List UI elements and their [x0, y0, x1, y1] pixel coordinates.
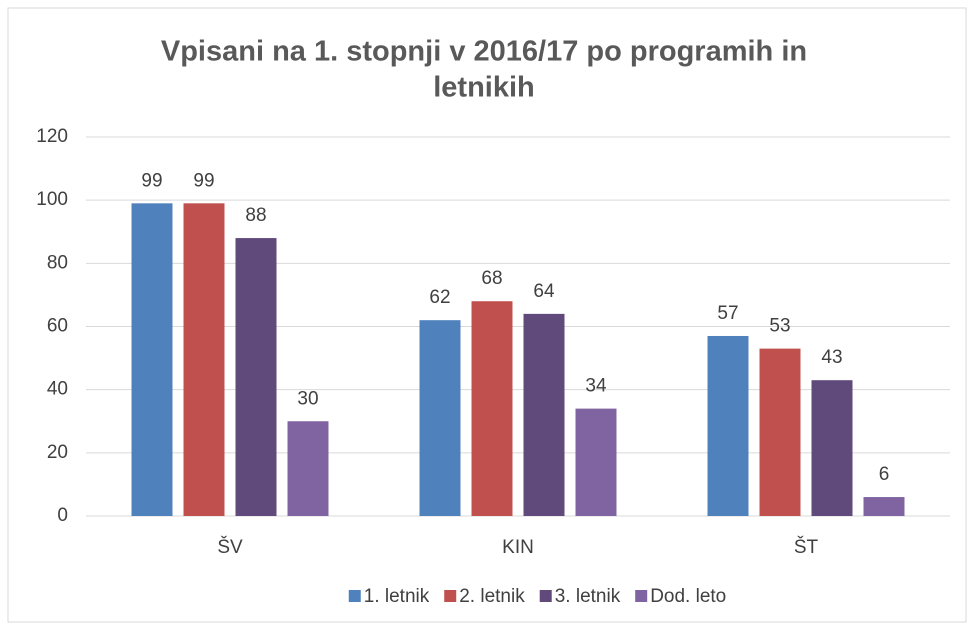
x-tick-label: ŠT: [794, 536, 819, 558]
y-tick-label: 0: [57, 505, 68, 526]
bar: [235, 238, 277, 517]
bar: [759, 348, 801, 516]
data-label: 34: [585, 376, 607, 397]
y-tick-label: 120: [36, 126, 68, 147]
data-label: 99: [141, 170, 162, 191]
data-label: 57: [717, 303, 738, 324]
bar: [419, 320, 461, 516]
legend-swatch: [348, 590, 361, 602]
legend-swatch: [539, 590, 552, 602]
y-tick-label: 40: [47, 379, 68, 400]
legend-swatch: [635, 590, 648, 602]
bar: [811, 380, 853, 516]
y-tick-label: 20: [47, 442, 68, 463]
legend-label: 1. letnik: [364, 586, 430, 607]
y-tick-label: 100: [36, 189, 68, 210]
data-label: 99: [193, 170, 214, 191]
data-label: 6: [879, 464, 890, 485]
bar: [707, 335, 749, 516]
data-label: 68: [481, 268, 502, 289]
bar: [131, 203, 173, 516]
bar: [575, 408, 617, 516]
data-label: 88: [245, 205, 266, 226]
legend-label: 3. letnik: [555, 586, 621, 607]
data-label: 62: [429, 287, 450, 308]
legend-label: 2. letnik: [459, 586, 525, 607]
bar: [183, 203, 225, 516]
legend-swatch: [444, 590, 457, 602]
y-tick-label: 60: [47, 316, 68, 337]
chart-title: Vpisani na 1. stopnji v 2016/17 po progr…: [161, 36, 807, 68]
data-label: 53: [769, 316, 790, 337]
chart-title: letnikih: [433, 72, 535, 104]
y-tick-label: 80: [47, 252, 68, 273]
x-tick-label: ŠV: [217, 536, 243, 558]
data-label: 43: [821, 347, 842, 368]
bar: [863, 497, 905, 516]
bar: [287, 421, 329, 516]
bar: [471, 301, 513, 516]
data-label: 64: [533, 281, 555, 302]
legend-label: Dod. leto: [650, 586, 726, 607]
bar: [523, 313, 565, 516]
x-tick-label: KIN: [502, 537, 534, 558]
data-label: 30: [297, 388, 318, 409]
